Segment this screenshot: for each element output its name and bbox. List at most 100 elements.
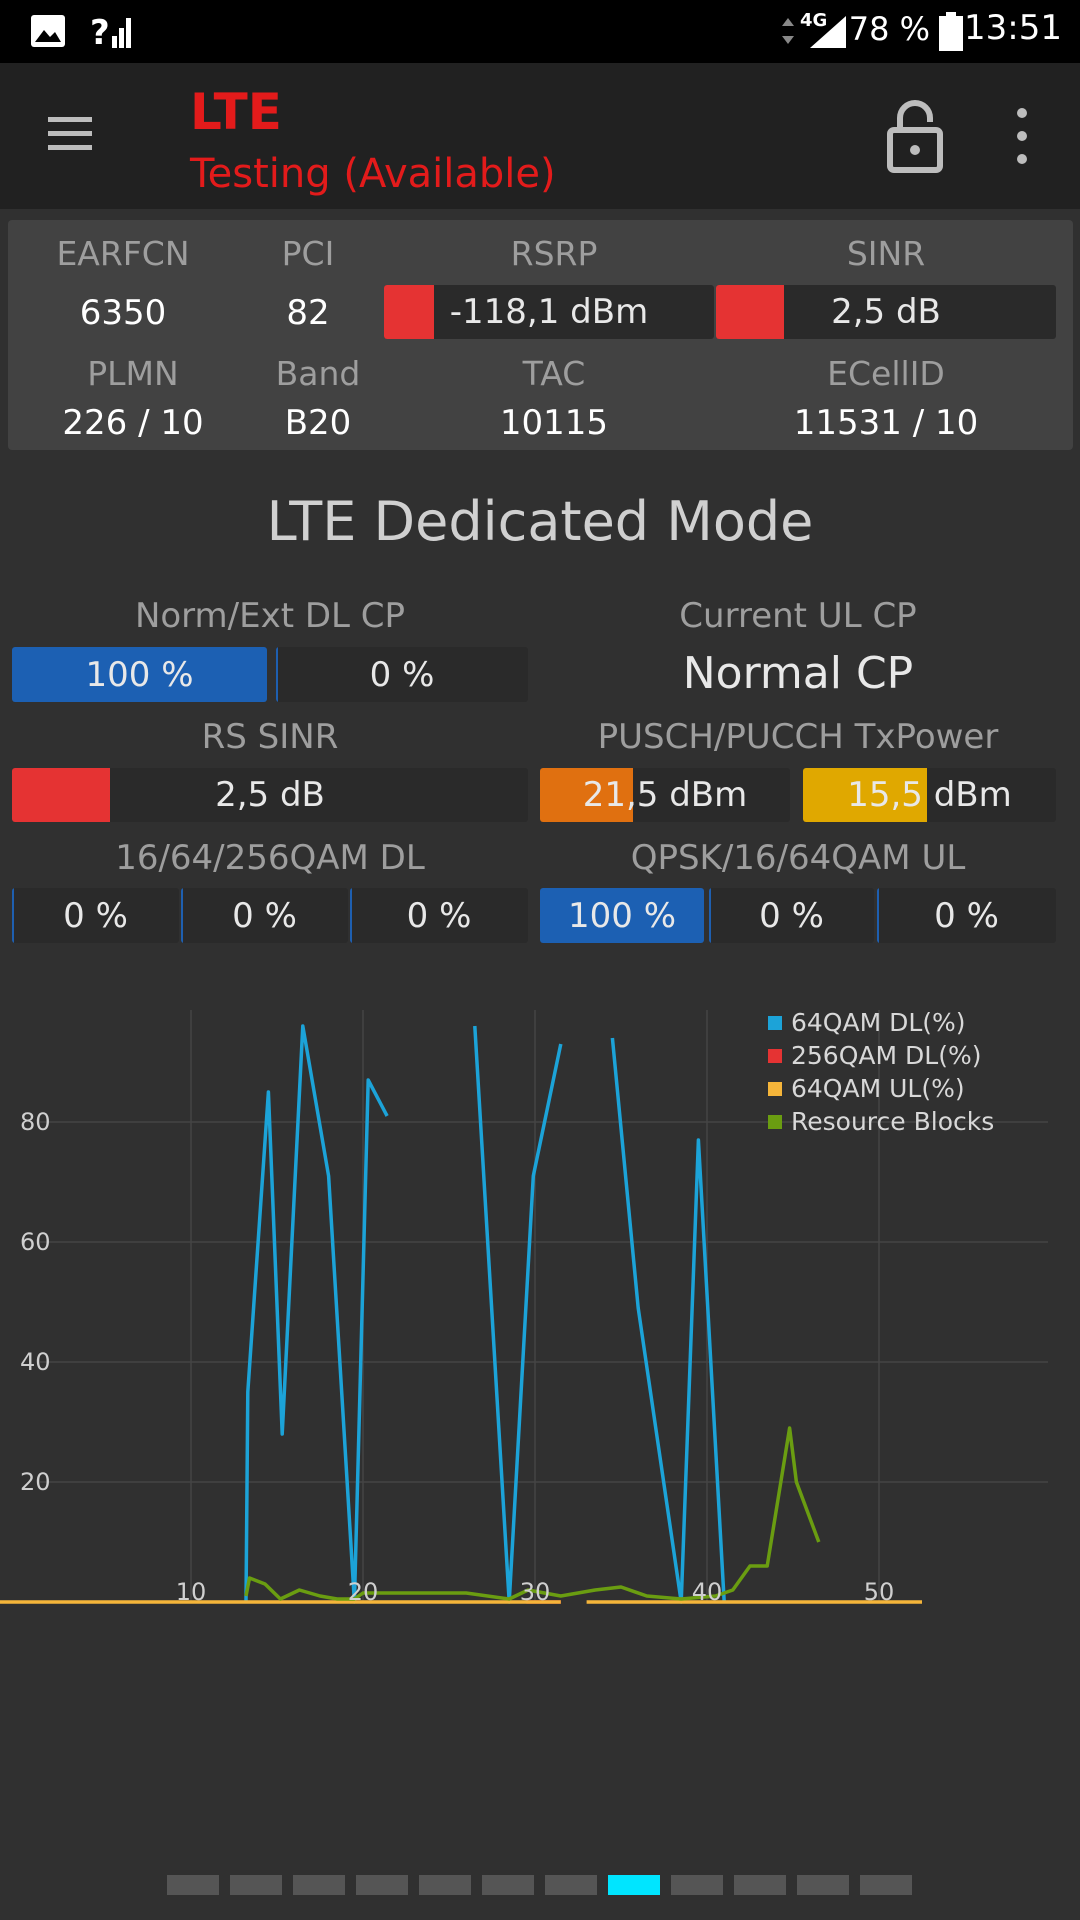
x-tick-label: 40 [692,1578,723,1606]
page-dot[interactable] [293,1875,345,1895]
rs-sinr-value: 2,5 dB [215,775,325,815]
qam-dl-16-meter: 0 % [12,888,179,943]
pci-value: 82 [286,293,330,333]
qam-ul-label: QPSK/16/64QAM UL [630,838,966,878]
lock-open-icon[interactable] [880,98,950,174]
sinr-meter: 2,5 dB [716,285,1056,339]
dl-cp-ext-value: 0 % [369,654,435,695]
legend-label: Resource Blocks [791,1107,994,1136]
meter-divider [877,888,879,943]
page-subtitle: Testing (Available) [190,151,556,197]
tac-label: TAC [522,354,586,393]
ul-cp-value: Normal CP [682,648,914,699]
legend-swatch [768,1115,782,1129]
signal-icon [810,16,846,48]
sinr-meter-fill [716,285,784,339]
menu-icon[interactable] [40,103,100,163]
earfcn-label: EARFCN [56,234,190,273]
signal-unknown-icon: ? [90,13,131,50]
qam-dl-label: 16/64/256QAM DL [115,838,425,878]
pusch-meter: 21,5 dBm [540,768,790,822]
legend-swatch [768,1049,782,1063]
qam-dl-256-meter: 0 % [350,888,528,943]
qam-dl-64-value: 0 % [232,895,297,936]
qam-ul-16-meter: 0 % [709,888,874,943]
x-tick-label: 30 [520,1578,551,1606]
svg-text:?: ? [90,13,110,50]
page-dot[interactable] [671,1875,723,1895]
tac-value: 10115 [499,403,609,443]
band-value: B20 [284,403,352,443]
rsrp-label: RSRP [510,234,598,273]
legend-label: 256QAM DL(%) [791,1041,981,1070]
legend-label: 64QAM DL(%) [791,1008,966,1037]
more-vert-icon[interactable] [1000,103,1044,169]
meter-divider [181,888,183,943]
band-label: Band [275,354,361,393]
x-tick-label: 20 [348,1578,379,1606]
qam-ul-qpsk-value: 100 % [567,895,676,936]
page-dot[interactable] [419,1875,471,1895]
page-dot[interactable] [860,1875,912,1895]
page-dot[interactable] [167,1875,219,1895]
qam-dl-64-meter: 0 % [181,888,348,943]
qam-ul-64-meter: 0 % [877,888,1056,943]
plmn-value: 226 / 10 [62,403,204,443]
pusch-fill [540,768,633,822]
qam-dl-16-value: 0 % [63,895,128,936]
legend-label: 64QAM UL(%) [791,1074,965,1103]
ecellid-value: 11531 / 10 [793,403,979,443]
pci-label: PCI [281,234,335,273]
sinr-label: SINR [846,234,926,273]
dl-cp-norm-fill [12,647,267,702]
y-tick-label: 40 [20,1348,51,1376]
page-dot[interactable] [356,1875,408,1895]
meter-divider [350,888,352,943]
page-dot[interactable] [797,1875,849,1895]
ecellid-label: ECellID [827,354,945,393]
y-tick-label: 60 [20,1228,51,1256]
dl-cp-norm-value: 100 % [85,654,194,695]
page-dot[interactable] [230,1875,282,1895]
sinr-value: 2,5 dB [831,292,941,332]
pucch-fill [803,768,927,822]
series-line [244,1426,821,1601]
qam-ul-qpsk-fill [540,888,704,943]
txpower-label: PUSCH/PUCCH TxPower [597,717,999,757]
qam-ul-64-value: 0 % [934,895,999,936]
legend-swatch [768,1016,782,1030]
x-tick-label: 50 [864,1578,895,1606]
pusch-value: 21,5 dBm [582,775,748,815]
qam-ul-qpsk-meter: 100 % [540,888,704,943]
pucch-meter: 15,5 dBm [803,768,1056,822]
y-tick-label: 20 [20,1468,51,1496]
battery-percent: 78 % [848,10,930,48]
data-arrows-icon [782,18,794,44]
y-tick-label: 80 [20,1108,51,1136]
rsrp-meter: -118,1 dBm [384,285,714,339]
series-line [473,1025,563,1604]
section-title: LTE Dedicated Mode [266,490,814,553]
page-dot-active[interactable] [608,1875,660,1895]
battery-icon [939,12,963,51]
meter-divider [276,647,278,702]
dl-cp-label: Norm/Ext DL CP [134,596,406,636]
rsrp-meter-fill [384,285,434,339]
page-dot[interactable] [734,1875,786,1895]
network-type: 4G [800,10,828,31]
earfcn-value: 6350 [79,293,167,333]
qam-dl-256-value: 0 % [406,895,472,936]
dl-cp-ext-meter: 0 % [276,647,528,702]
status-bar: ? 4G 78 % 13:51 [0,0,1080,63]
rsrp-value: -118,1 dBm [449,292,649,332]
plmn-label: PLMN [87,354,179,393]
x-tick-label: 10 [176,1578,207,1606]
page-dot[interactable] [545,1875,597,1895]
page-dot[interactable] [482,1875,534,1895]
series-line [244,1024,389,1604]
legend-swatch [768,1082,782,1096]
ul-cp-label: Current UL CP [679,596,917,636]
app-bar: LTE Testing (Available) [0,63,1080,209]
meter-divider [12,888,14,943]
rs-sinr-fill [12,768,111,822]
